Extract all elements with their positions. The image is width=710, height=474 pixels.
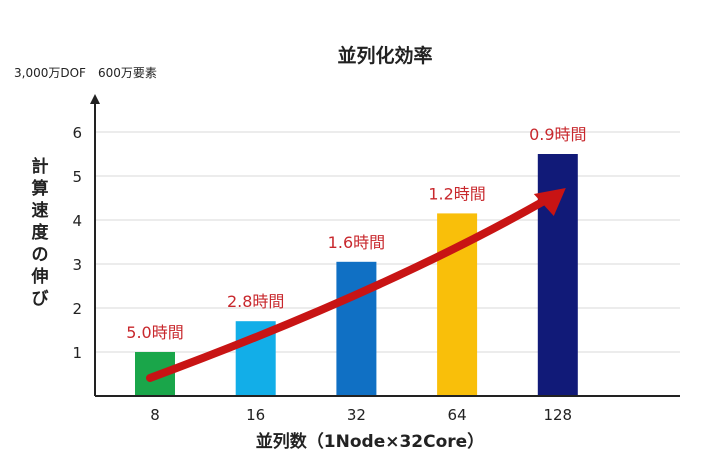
- y-tick-label: 4: [72, 212, 82, 230]
- y-tick-label: 2: [72, 300, 82, 318]
- data-label: 0.9時間: [529, 125, 586, 144]
- data-label: 2.8時間: [227, 292, 284, 311]
- data-label: 5.0時間: [126, 323, 183, 342]
- x-tick-label: 64: [448, 406, 467, 424]
- bar-32: [336, 261, 377, 396]
- data-label: 1.2時間: [428, 184, 485, 203]
- y-tick-label: 1: [72, 344, 82, 362]
- arrow-head-icon: [533, 188, 566, 216]
- x-tick-label: 128: [543, 406, 572, 424]
- y-axis-arrow-icon: [90, 94, 100, 104]
- chart-title: 並列化効率: [337, 44, 432, 67]
- data-label: 1.6時間: [328, 233, 385, 252]
- x-axis-label: 並列数（1Node×32Core）: [256, 431, 484, 452]
- x-tick-label: 32: [347, 406, 366, 424]
- trend-arrow: [146, 196, 550, 382]
- chart-subtitle: 3,000万DOF 600万要素: [14, 66, 157, 80]
- x-tick-label: 16: [246, 406, 265, 424]
- y-axis-label: 計算速度の伸び: [31, 156, 50, 309]
- y-tick-label: 3: [72, 256, 82, 274]
- x-tick-label: 8: [150, 406, 160, 424]
- y-tick-label: 6: [72, 124, 82, 142]
- y-tick-label: 5: [72, 168, 82, 186]
